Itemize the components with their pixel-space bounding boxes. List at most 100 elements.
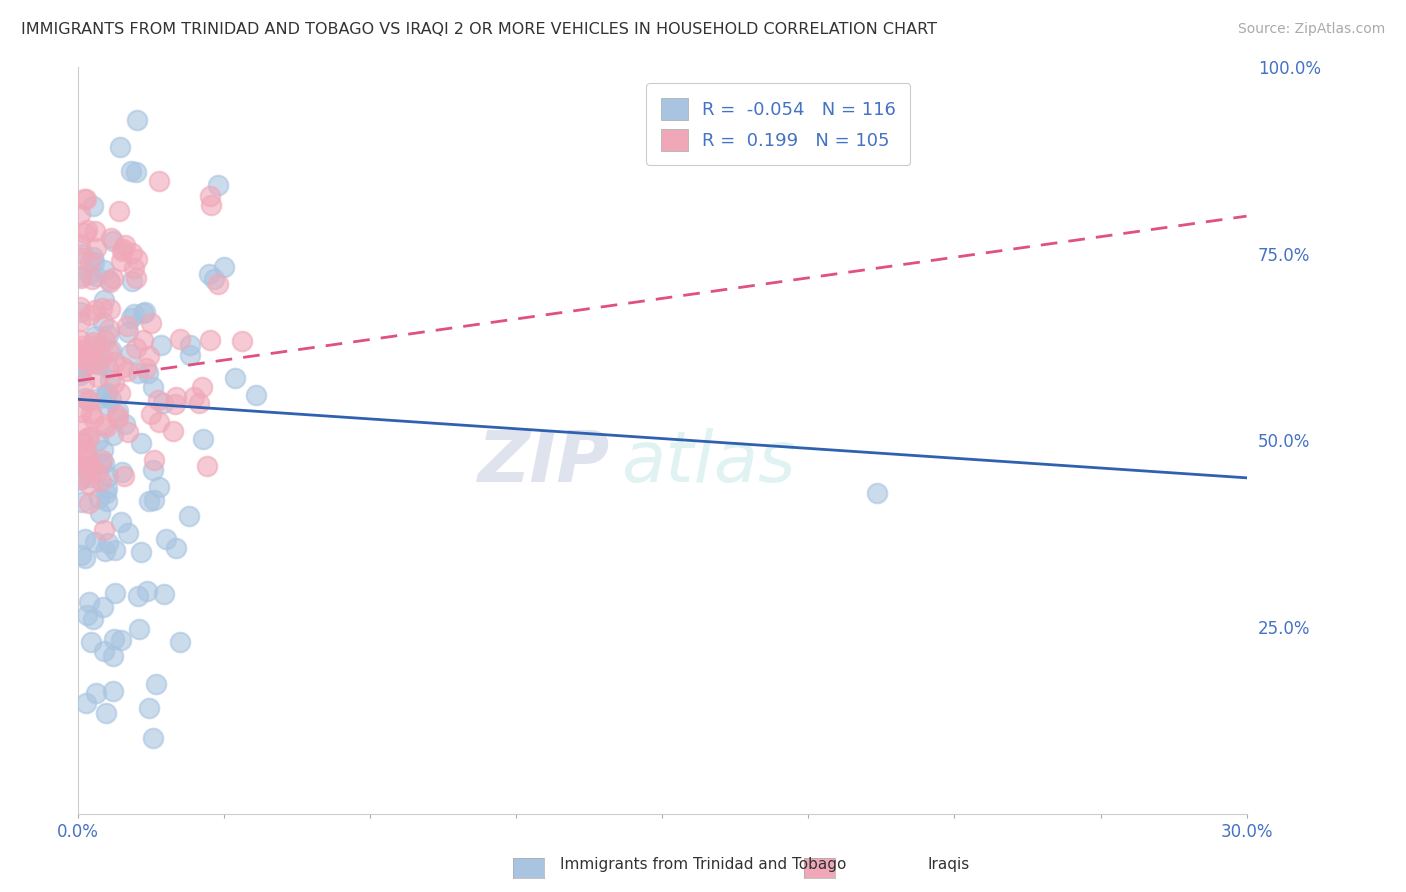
Point	[97, 536, 120, 550]
Point	[77, 458, 100, 473]
Point	[72, 246, 94, 260]
Point	[148, 480, 170, 494]
Point	[93, 263, 115, 277]
Point	[77, 430, 100, 444]
Point	[135, 360, 157, 375]
Point	[128, 623, 150, 637]
Point	[82, 612, 104, 626]
Point	[84, 534, 107, 549]
Point	[96, 386, 118, 401]
Point	[83, 328, 105, 343]
Point	[80, 272, 103, 286]
Point	[73, 192, 96, 206]
Point	[207, 277, 229, 291]
Point	[82, 199, 104, 213]
Point	[231, 334, 253, 349]
Point	[70, 269, 93, 284]
Point	[75, 192, 97, 206]
Point	[110, 633, 132, 648]
Point	[177, 509, 200, 524]
Point	[142, 731, 165, 746]
Point	[135, 584, 157, 599]
Point	[104, 355, 127, 369]
Point	[98, 322, 121, 336]
Point	[75, 696, 97, 710]
Point	[108, 140, 131, 154]
Point	[91, 443, 114, 458]
Point	[82, 411, 104, 425]
Point	[134, 305, 156, 319]
Point	[122, 260, 145, 275]
Point	[76, 451, 98, 466]
Point	[73, 376, 96, 390]
Point	[87, 358, 110, 372]
Text: Immigrants from Trinidad and Tobago: Immigrants from Trinidad and Tobago	[560, 857, 846, 872]
Point	[183, 391, 205, 405]
Point	[114, 417, 136, 431]
Point	[127, 366, 149, 380]
Point	[75, 442, 97, 456]
Point	[212, 260, 235, 274]
Point	[72, 434, 94, 448]
Point	[77, 461, 100, 475]
Point	[94, 543, 117, 558]
Point	[83, 356, 105, 370]
Point	[76, 431, 98, 445]
Point	[103, 632, 125, 646]
Point	[245, 388, 267, 402]
Point	[93, 644, 115, 658]
Point	[148, 174, 170, 188]
Point	[84, 338, 107, 352]
Point	[142, 453, 165, 467]
Point	[79, 635, 101, 649]
Point	[132, 333, 155, 347]
Point	[79, 350, 101, 364]
Point	[91, 599, 114, 614]
Text: IMMIGRANTS FROM TRINIDAD AND TOBAGO VS IRAQI 2 OR MORE VEHICLES IN HOUSEHOLD COR: IMMIGRANTS FROM TRINIDAD AND TOBAGO VS I…	[21, 22, 936, 37]
Point	[93, 293, 115, 308]
Point	[111, 359, 134, 374]
Point	[76, 222, 98, 236]
Point	[100, 343, 122, 358]
Point	[139, 407, 162, 421]
Point	[97, 328, 120, 343]
Text: ZIP: ZIP	[478, 428, 610, 498]
Point	[179, 348, 201, 362]
Point	[77, 451, 100, 466]
Point	[70, 365, 93, 379]
Point	[108, 204, 131, 219]
Point	[94, 333, 117, 347]
Point	[73, 391, 96, 405]
Point	[101, 648, 124, 663]
Point	[76, 392, 98, 407]
Point	[69, 473, 91, 487]
Point	[155, 532, 177, 546]
Point	[112, 242, 135, 256]
Point	[93, 418, 115, 433]
Point	[110, 254, 132, 268]
Point	[69, 313, 91, 327]
Point	[169, 332, 191, 346]
Point	[139, 316, 162, 330]
Point	[86, 269, 108, 284]
Point	[69, 343, 91, 357]
Point	[100, 392, 122, 407]
Point	[84, 686, 107, 700]
Point	[91, 315, 114, 329]
Point	[191, 380, 214, 394]
Point	[103, 270, 125, 285]
Point	[80, 406, 103, 420]
Point	[79, 308, 101, 322]
Point	[69, 300, 91, 314]
Point	[121, 246, 143, 260]
Point	[96, 481, 118, 495]
Point	[84, 224, 107, 238]
Point	[111, 244, 134, 259]
Point	[195, 459, 218, 474]
Point	[142, 463, 165, 477]
Point	[120, 163, 142, 178]
Point	[138, 494, 160, 508]
Point	[89, 491, 111, 505]
Point	[90, 301, 112, 316]
Point	[89, 506, 111, 520]
